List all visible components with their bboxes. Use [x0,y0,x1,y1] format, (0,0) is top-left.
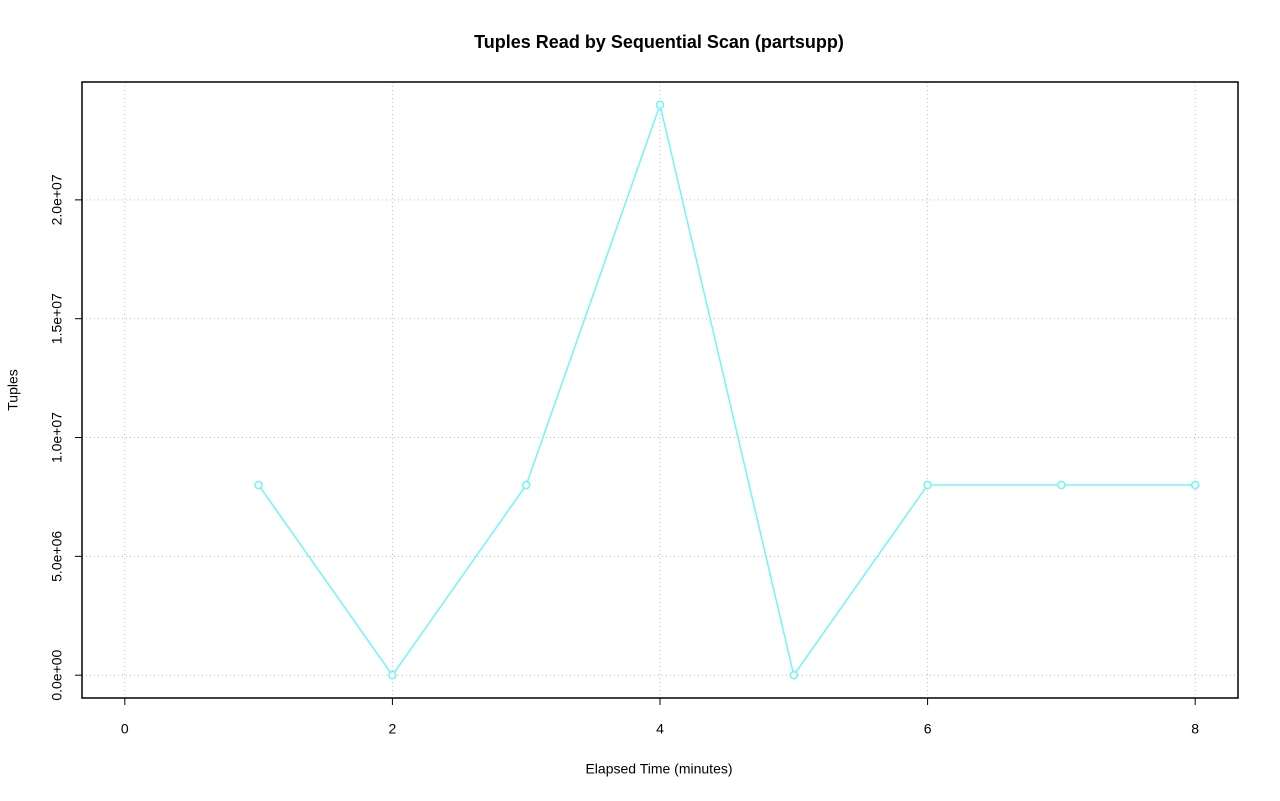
y-tick-label: 0.0e+00 [49,649,65,700]
x-tick-label: 0 [121,721,129,737]
data-point [1190,480,1200,490]
x-tick-label: 6 [924,721,932,737]
x-tick-label: 2 [389,721,397,737]
plot-area [254,100,1200,680]
y-tick-label: 1.0e+07 [49,412,65,463]
grid [82,82,1238,698]
y-axis-label: Tuples [5,369,21,411]
data-point [521,480,531,490]
x-axis-label: Elapsed Time (minutes) [585,761,732,777]
data-point [655,100,665,110]
data-line [257,102,1196,677]
chart-title: Tuples Read by Sequential Scan (partsupp… [474,32,844,52]
x-tick-label: 4 [656,721,664,737]
data-point [1057,480,1066,490]
data-point [388,670,397,680]
data-point [254,480,263,490]
data-point [789,670,799,680]
y-tick-label: 2.0e+07 [49,174,65,225]
data-point [923,480,932,490]
y-tick-label: 5.0e+06 [49,531,65,582]
y-tick-label: 1.5e+07 [49,293,65,344]
x-tick-label: 8 [1191,721,1199,737]
